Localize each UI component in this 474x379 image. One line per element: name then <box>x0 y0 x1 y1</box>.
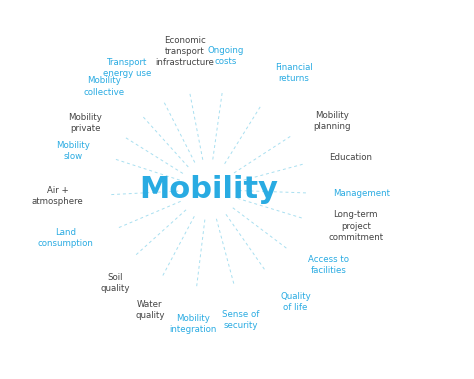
Text: Soil
quality: Soil quality <box>101 273 130 293</box>
Text: Mobility: Mobility <box>139 175 278 204</box>
Text: Air +
atmosphere: Air + atmosphere <box>32 186 84 206</box>
Text: Mobility
slow: Mobility slow <box>56 141 90 161</box>
Text: Mobility
collective: Mobility collective <box>84 77 125 97</box>
Text: Long-term
project
commitment: Long-term project commitment <box>328 210 383 242</box>
Text: Ongoing
costs: Ongoing costs <box>208 45 244 66</box>
Text: Access to
facilities: Access to facilities <box>309 255 349 275</box>
Text: Mobility
integration: Mobility integration <box>170 314 217 334</box>
Text: Financial
returns: Financial returns <box>275 63 312 83</box>
Text: Quality
of life: Quality of life <box>280 292 311 312</box>
Text: Economic
transport
infrastructure: Economic transport infrastructure <box>155 36 214 67</box>
Text: Transport
energy use: Transport energy use <box>103 58 152 78</box>
Text: Management: Management <box>334 190 391 198</box>
Text: Mobility
private: Mobility private <box>69 113 102 133</box>
Text: Water
quality: Water quality <box>135 300 164 320</box>
Text: Mobility
planning: Mobility planning <box>313 111 351 132</box>
Text: Sense of
security: Sense of security <box>222 310 260 330</box>
Text: Land
consumption: Land consumption <box>37 228 93 248</box>
Text: Education: Education <box>329 153 373 161</box>
